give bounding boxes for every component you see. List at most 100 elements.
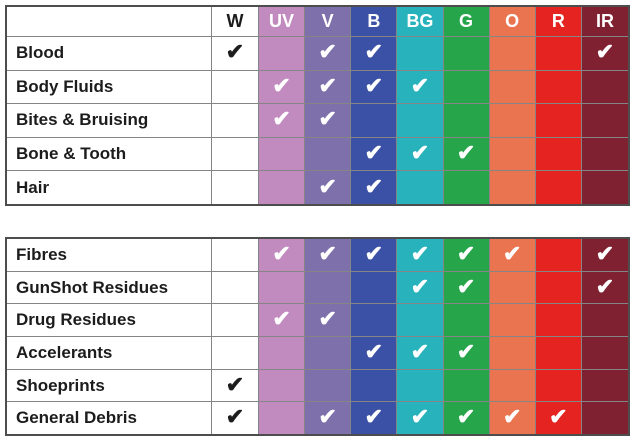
matrix-cell-W: ✔ bbox=[212, 402, 259, 435]
header-row: W UV V B BG G O R IR bbox=[7, 7, 628, 37]
check-icon: ✔ bbox=[225, 404, 245, 430]
matrix-cell-W bbox=[212, 70, 259, 104]
column-header-G: G bbox=[443, 7, 490, 36]
matrix-cell-G: ✔ bbox=[443, 402, 490, 435]
table-row: General Debris ✔ ✔ ✔ ✔ ✔ ✔ ✔ bbox=[7, 402, 628, 435]
matrix-cell-G bbox=[443, 369, 490, 402]
check-icon: ✔ bbox=[318, 306, 337, 332]
matrix-cell-R bbox=[535, 369, 582, 402]
check-icon: ✔ bbox=[364, 338, 384, 364]
matrix-cell-B: ✔ bbox=[351, 137, 398, 171]
matrix-cell-V: ✔ bbox=[305, 402, 352, 435]
matrix-cell-BG: ✔ bbox=[397, 271, 444, 304]
column-header-R: R bbox=[535, 7, 582, 36]
matrix-cell-BG bbox=[397, 304, 444, 337]
matrix-cell-BG bbox=[397, 104, 444, 137]
check-icon: ✔ bbox=[410, 140, 430, 166]
row-label: Bites & Bruising bbox=[7, 104, 212, 137]
matrix-cell-W: ✔ bbox=[212, 369, 259, 402]
matrix-cell-B bbox=[351, 271, 398, 304]
matrix-cell-UV: ✔ bbox=[259, 104, 306, 137]
matrix-cell-R bbox=[535, 239, 582, 271]
check-icon: ✔ bbox=[318, 404, 337, 430]
matrix-cell-W: ✔ bbox=[212, 37, 259, 70]
row-label: Bone & Tooth bbox=[7, 137, 212, 171]
matrix-cell-UV: ✔ bbox=[259, 70, 306, 104]
matrix-cell-IR bbox=[581, 171, 628, 204]
matrix-cell-V bbox=[305, 137, 352, 171]
matrix-cell-O bbox=[489, 37, 536, 70]
matrix-cell-G: ✔ bbox=[443, 137, 490, 171]
matrix-cell-V: ✔ bbox=[305, 37, 352, 70]
check-icon: ✔ bbox=[225, 39, 245, 65]
matrix-cell-G bbox=[443, 37, 490, 70]
check-icon: ✔ bbox=[318, 39, 337, 65]
table-row: Shoeprints ✔ bbox=[7, 369, 628, 403]
matrix-cell-BG: ✔ bbox=[397, 137, 444, 171]
table-row: Bone & Tooth ✔ ✔ ✔ bbox=[7, 137, 628, 172]
check-icon: ✔ bbox=[456, 338, 476, 364]
check-icon: ✔ bbox=[595, 39, 615, 65]
table-row: Accelerants ✔ ✔ ✔ bbox=[7, 337, 628, 370]
matrix-cell-B: ✔ bbox=[351, 337, 398, 369]
column-header-BG: BG bbox=[397, 7, 444, 36]
table-row: Fibres ✔ ✔ ✔ ✔ ✔ ✔ ✔ bbox=[7, 239, 628, 272]
check-icon: ✔ bbox=[410, 404, 430, 430]
check-icon: ✔ bbox=[410, 240, 430, 266]
matrix-cell-G: ✔ bbox=[443, 337, 490, 369]
matrix-cell-IR bbox=[581, 104, 628, 137]
matrix-cell-B: ✔ bbox=[351, 37, 398, 70]
check-icon: ✔ bbox=[318, 106, 337, 132]
matrix-cell-IR: ✔ bbox=[581, 37, 628, 70]
matrix-cell-G bbox=[443, 304, 490, 337]
matrix-cell-O bbox=[489, 171, 536, 204]
check-icon: ✔ bbox=[502, 404, 522, 430]
check-icon: ✔ bbox=[364, 240, 384, 266]
matrix-cell-R: ✔ bbox=[535, 402, 582, 435]
matrix-cell-B: ✔ bbox=[351, 239, 398, 271]
matrix-cell-W bbox=[212, 271, 259, 304]
matrix-cell-O bbox=[489, 369, 536, 402]
matrix-cell-W bbox=[212, 239, 259, 271]
matrix-cell-IR bbox=[581, 70, 628, 104]
column-header-V: V bbox=[305, 7, 352, 36]
matrix-cell-G: ✔ bbox=[443, 271, 490, 304]
matrix-cell-R bbox=[535, 137, 582, 171]
matrix-cell-B bbox=[351, 104, 398, 137]
check-icon: ✔ bbox=[456, 140, 476, 166]
matrix-cell-V bbox=[305, 337, 352, 369]
table-row: Drug Residues ✔ ✔ bbox=[7, 304, 628, 338]
matrix-cell-V: ✔ bbox=[305, 104, 352, 137]
check-icon: ✔ bbox=[318, 240, 337, 266]
check-icon: ✔ bbox=[272, 106, 291, 132]
matrix-cell-B: ✔ bbox=[351, 70, 398, 104]
check-icon: ✔ bbox=[456, 273, 476, 299]
matrix-cell-V: ✔ bbox=[305, 304, 352, 337]
table-row: GunShot Residues ✔ ✔ ✔ bbox=[7, 271, 628, 305]
row-label: Shoeprints bbox=[7, 369, 212, 402]
matrix-cell-IR: ✔ bbox=[581, 239, 628, 271]
check-icon: ✔ bbox=[272, 72, 291, 98]
matrix-cell-UV: ✔ bbox=[259, 239, 306, 271]
row-label: Body Fluids bbox=[7, 70, 212, 104]
corner-cell bbox=[7, 7, 212, 36]
matrix-cell-IR bbox=[581, 337, 628, 369]
check-icon: ✔ bbox=[272, 306, 291, 332]
matrix-cell-B bbox=[351, 369, 398, 402]
column-header-W: W bbox=[212, 7, 259, 36]
matrix-cell-V bbox=[305, 271, 352, 304]
matrix-cell-O: ✔ bbox=[489, 239, 536, 271]
check-icon: ✔ bbox=[502, 240, 522, 266]
matrix-cell-O bbox=[489, 104, 536, 137]
row-label: General Debris bbox=[7, 402, 212, 435]
check-icon: ✔ bbox=[595, 240, 615, 266]
row-label: Blood bbox=[7, 37, 212, 70]
matrix-cell-BG bbox=[397, 37, 444, 70]
matrix-cell-O bbox=[489, 137, 536, 171]
table-row: Bites & Bruising ✔ ✔ bbox=[7, 104, 628, 138]
check-icon: ✔ bbox=[364, 173, 384, 199]
check-icon: ✔ bbox=[364, 404, 384, 430]
matrix-cell-R bbox=[535, 37, 582, 70]
table-row: Body Fluids ✔ ✔ ✔ ✔ bbox=[7, 70, 628, 105]
